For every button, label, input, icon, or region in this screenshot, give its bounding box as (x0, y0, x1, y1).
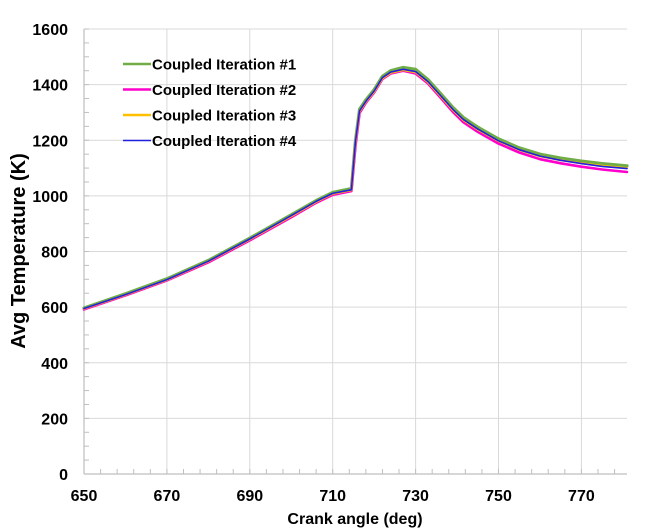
x-tick-label: 750 (485, 488, 512, 505)
series-line-1 (82, 65, 629, 310)
y-tick-label: 1000 (32, 189, 68, 206)
y-tick-label: 1200 (32, 133, 68, 150)
legend-label-3: Coupled Iteration #3 (152, 108, 296, 125)
x-tick-label: 770 (568, 488, 595, 505)
y-tick-label: 600 (41, 300, 68, 317)
y-tick-label: 1400 (32, 78, 68, 95)
x-tick-label: 730 (402, 488, 429, 505)
x-tick-label: 670 (154, 488, 181, 505)
y-tick-label: 800 (41, 245, 68, 262)
y-tick-label: 400 (41, 356, 68, 373)
x-tick-label: 690 (236, 488, 263, 505)
y-tick-label: 200 (41, 411, 68, 428)
y-tick-label: 1600 (32, 22, 68, 39)
x-tick-label: 710 (319, 488, 346, 505)
y-axis-title: Avg Temperature (K) (8, 153, 30, 349)
legend-label-4: Coupled Iteration #4 (152, 133, 297, 150)
y-axis-tick-labels: 0 200 400 600 800 1000 1200 1400 1600 (32, 22, 68, 484)
axes (83, 29, 627, 475)
legend-label-1: Coupled Iteration #1 (152, 57, 296, 74)
series-line-2 (82, 69, 629, 311)
series-line-4 (83, 68, 628, 310)
legend: Coupled Iteration #1 Coupled Iteration #2… (123, 57, 297, 150)
x-axis-tick-labels: 650 670 690 710 730 750 770 (71, 488, 595, 505)
data-series (82, 65, 629, 311)
minor-ticks (84, 28, 616, 474)
series-line-3 (83, 69, 628, 310)
legend-label-2: Coupled Iteration #2 (152, 82, 296, 99)
x-tick-label: 650 (71, 488, 98, 505)
y-tick-label: 0 (59, 467, 68, 484)
x-axis-title: Crank angle (deg) (287, 511, 422, 528)
